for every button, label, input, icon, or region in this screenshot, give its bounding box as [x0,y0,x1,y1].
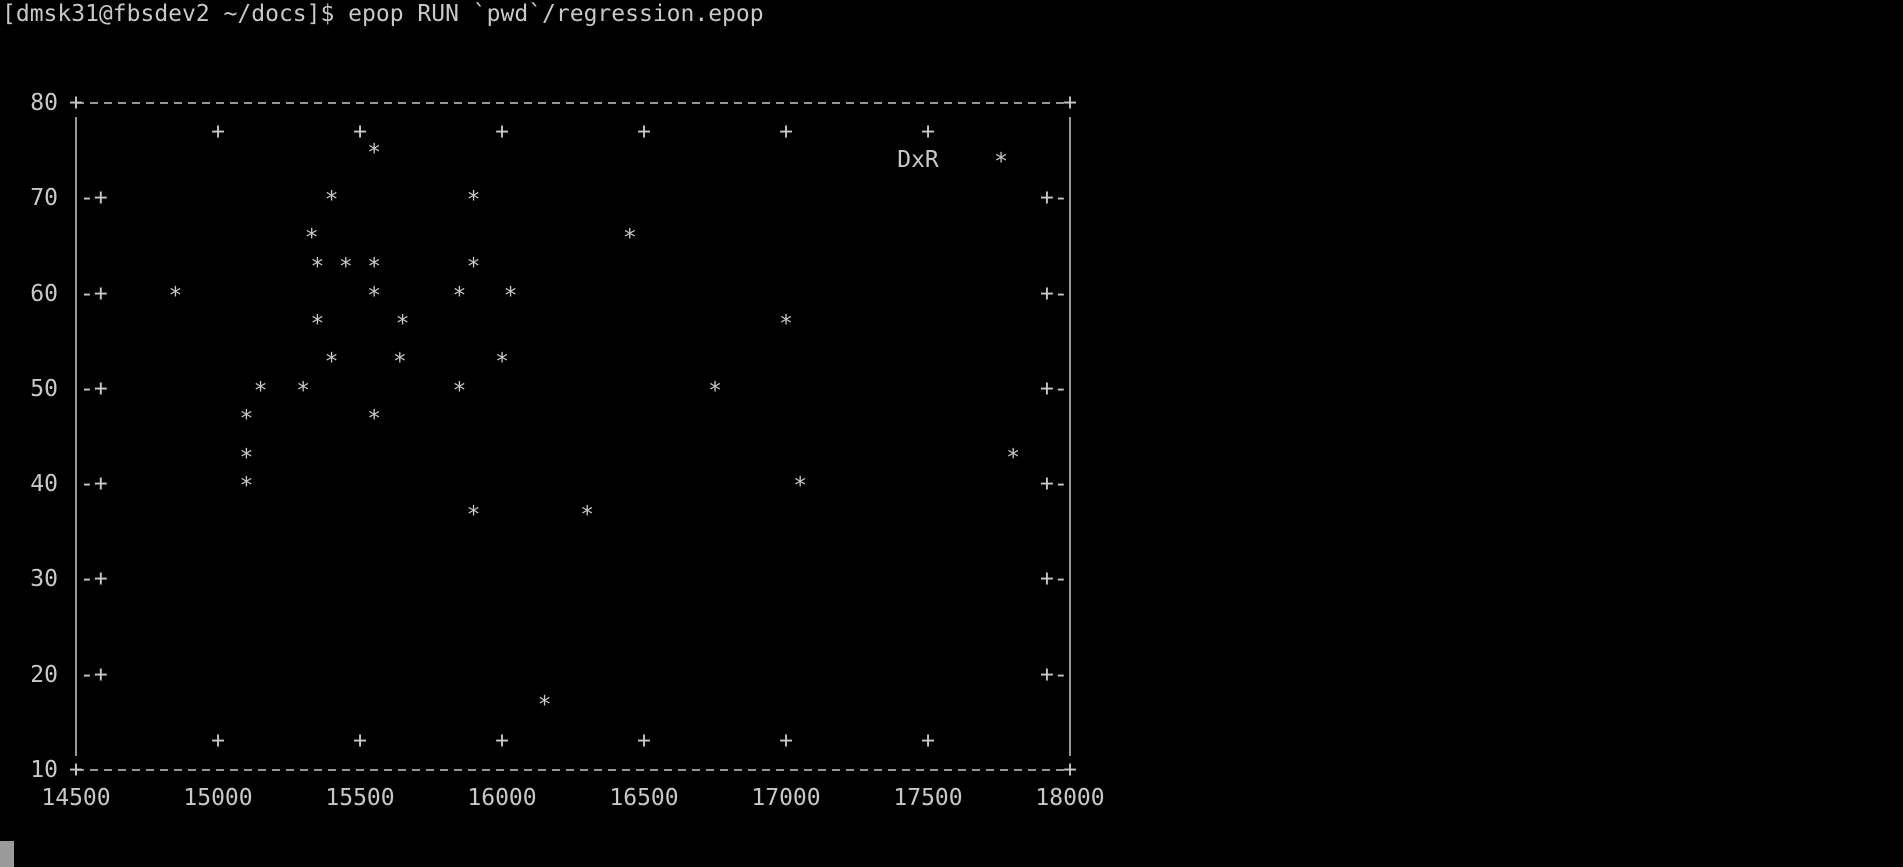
frame-corner-bottom-right: + [1063,757,1077,783]
terminal-cursor [0,841,14,867]
x-tick-label: 15000 [183,785,253,811]
data-point: * [580,501,595,528]
data-point: * [452,282,467,309]
frame-corner-top-right: + [1063,90,1077,116]
data-point: * [392,349,407,376]
x-tick-mark-top: + [353,119,367,145]
data-point: * [537,692,552,719]
x-tick-mark-bottom: + [779,728,793,754]
x-tick-label: 17500 [893,785,963,811]
y-tick-label: 80 [30,90,58,116]
x-tick-mark-top: + [637,119,651,145]
y-tick-mark-right: +- [1040,185,1068,212]
command-prompt-line: [dmsk31@fbsdev2 ~/docs]$ epop RUN `pwd`/… [2,1,764,27]
x-tick-mark-bottom: + [921,728,935,754]
data-point: * [367,139,382,166]
frame-corner-bottom-left: + [69,757,83,783]
x-tick-label: 16000 [467,785,537,811]
data-point: * [338,253,353,280]
data-point: * [452,377,467,404]
y-tick-mark-left: -+ [80,375,108,402]
data-point: * [622,225,637,252]
x-tick-mark-bottom: + [495,728,509,754]
y-tick-label: 50 [30,375,58,402]
y-tick-label: 70 [30,185,58,212]
y-tick-label: 20 [30,661,58,688]
y-tick-mark-left: -+ [80,185,108,212]
data-point: * [708,377,722,404]
data-point: * [779,311,793,338]
data-point: * [324,187,339,214]
y-tick-mark-left: -+ [80,566,108,593]
y-tick-mark-right: +- [1040,566,1068,593]
y-tick-mark-left: -+ [80,471,108,498]
x-tick-label: 17000 [751,785,821,811]
y-tick-label: 40 [30,471,58,498]
y-tick-label: 60 [30,280,58,307]
y-tick-label: 10 [30,757,58,783]
x-tick-label: 16500 [609,785,679,811]
x-tick-mark-bottom: + [353,728,367,754]
x-tick-mark-top: + [495,119,509,145]
data-point: * [495,349,509,376]
data-point: * [239,406,254,433]
data-point: * [304,225,319,252]
data-point: * [310,311,325,338]
legend-marker: * [994,149,1008,175]
x-tick-label: 14500 [41,785,111,811]
y-tick-mark-right: +- [1040,661,1068,688]
data-point: * [793,473,808,500]
x-tick-mark-bottom: + [637,728,651,754]
data-point: * [367,406,382,433]
data-point: * [168,282,183,309]
x-tick-mark-bottom: + [211,728,225,754]
x-tick-mark-top: + [779,119,793,145]
y-tick-mark-right: +- [1040,471,1068,498]
x-tick-label: 15500 [325,785,395,811]
y-tick-mark-left: -+ [80,280,108,307]
data-point: * [367,253,382,280]
y-tick-mark-right: +- [1040,280,1068,307]
y-tick-label: 30 [30,566,58,593]
data-point: * [296,377,311,404]
data-point: * [367,282,382,309]
data-point: * [466,253,481,280]
data-point: * [503,282,518,309]
x-tick-label: 18000 [1035,785,1105,811]
data-point: * [253,377,268,404]
x-tick-mark-top: + [211,119,225,145]
y-tick-mark-right: +- [1040,375,1068,402]
data-point: * [1006,444,1021,471]
frame-corner-top-left: + [69,90,83,116]
data-point: * [395,311,410,338]
data-point: * [239,444,254,471]
data-point: * [466,187,481,214]
x-tick-mark-top: + [921,119,935,145]
data-point: * [310,253,325,280]
data-point: * [466,501,481,528]
data-point: * [239,473,254,500]
data-point: * [324,349,339,376]
legend-label: DxR [897,147,939,173]
y-tick-mark-left: -+ [80,661,108,688]
